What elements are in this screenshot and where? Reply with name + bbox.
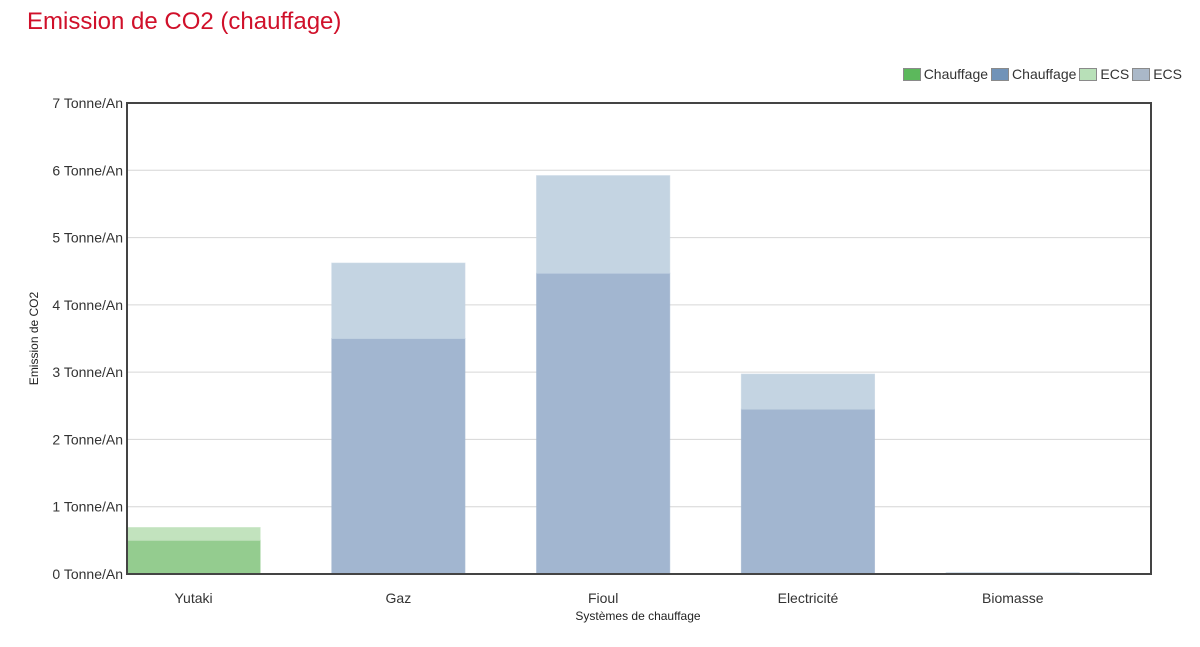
bar-ecs-3[interactable] bbox=[740, 373, 876, 410]
y-tick-label: 6 Tonne/An bbox=[52, 162, 123, 178]
y-tick-label: 1 Tonne/An bbox=[52, 499, 123, 515]
y-tick-label: 2 Tonne/An bbox=[52, 431, 123, 447]
bars bbox=[126, 175, 1080, 575]
bar-chauffage-1[interactable] bbox=[331, 338, 466, 575]
x-tick-label: Fioul bbox=[588, 590, 618, 606]
bar-chauffage-3[interactable] bbox=[740, 408, 876, 575]
x-tick-label: Yutaki bbox=[174, 590, 212, 606]
legend-label: ECS bbox=[1100, 66, 1130, 82]
x-tick-labels: Yutaki Gaz Fioul Electricité Biomasse bbox=[174, 590, 1043, 606]
legend-item-chauffage-green[interactable]: Chauffage bbox=[902, 66, 989, 82]
x-tick-label: Gaz bbox=[386, 590, 412, 606]
y-tick-label: 3 Tonne/An bbox=[52, 364, 123, 380]
legend-item-ecs-green[interactable]: ECS bbox=[1079, 66, 1129, 82]
y-tick-label: 7 Tonne/An bbox=[52, 95, 123, 111]
x-axis-label: Systèmes de chauffage bbox=[575, 609, 701, 623]
legend-item-ecs-blue[interactable]: ECS bbox=[1132, 66, 1182, 82]
legend-swatch bbox=[1079, 67, 1098, 81]
legend-label: Chauffage bbox=[923, 66, 989, 82]
legend-label: ECS bbox=[1153, 66, 1182, 82]
legend-label: Chauffage bbox=[1012, 66, 1077, 82]
legend-item-chauffage-blue[interactable]: Chauffage bbox=[991, 66, 1076, 82]
y-tick-label: 0 Tonne/An bbox=[52, 566, 123, 582]
plot-frame bbox=[126, 102, 1152, 575]
y-tick-label: 4 Tonne/An bbox=[52, 297, 123, 313]
legend-swatch bbox=[991, 67, 1010, 81]
bar-chauffage-0[interactable] bbox=[126, 539, 261, 575]
legend-swatch bbox=[1132, 67, 1151, 81]
legend-swatch bbox=[902, 67, 921, 81]
bar-ecs-0[interactable] bbox=[126, 527, 261, 541]
x-tick-label: Biomasse bbox=[982, 590, 1044, 606]
bar-ecs-1[interactable] bbox=[331, 262, 466, 340]
y-axis-label: Emission de CO2 bbox=[27, 291, 41, 385]
y-tick-labels: 0 Tonne/An 1 Tonne/An 2 Tonne/An 3 Tonne/An… bbox=[52, 95, 123, 582]
chart-legend: Chauffage Chauffage ECS ECS bbox=[900, 66, 1182, 82]
bar-chauffage-2[interactable] bbox=[536, 272, 671, 575]
x-tick-label: Electricité bbox=[778, 590, 839, 606]
bar-ecs-2[interactable] bbox=[536, 175, 671, 274]
y-tick-label: 5 Tonne/An bbox=[52, 230, 123, 246]
chart-title: Emission de CO2 (chauffage) bbox=[27, 8, 342, 35]
